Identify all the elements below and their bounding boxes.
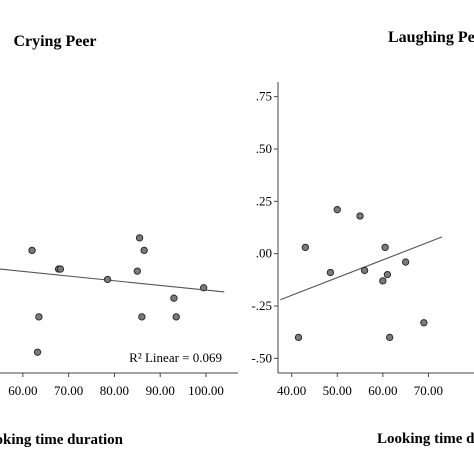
left-data-point bbox=[103, 275, 112, 284]
left-data-point bbox=[33, 348, 42, 356]
right-y-tick-label: -.50 bbox=[251, 350, 272, 365]
left-x-tick-label: 90.00 bbox=[146, 383, 175, 398]
right-data-point bbox=[360, 266, 369, 275]
right-y-tick-label: .00 bbox=[256, 246, 272, 261]
right-y-tick-label: .50 bbox=[256, 141, 272, 156]
left-plot-area bbox=[0, 234, 225, 356]
right-data-point bbox=[381, 243, 389, 252]
left-data-point bbox=[170, 294, 178, 302]
left-data-point bbox=[200, 284, 208, 292]
left-data-point bbox=[138, 313, 146, 321]
right-data-point bbox=[386, 333, 394, 342]
right-fit-line bbox=[280, 236, 443, 301]
r2-annotation: R² Linear = 0.069 bbox=[129, 350, 222, 365]
right-data-point bbox=[294, 333, 303, 342]
left-data-point bbox=[135, 234, 144, 242]
right-x-tick-label: 40.00 bbox=[277, 383, 306, 398]
right-x-tick-label: 50.00 bbox=[323, 383, 352, 398]
left-data-point bbox=[56, 265, 65, 273]
left-data-point bbox=[172, 313, 180, 321]
right-data-point bbox=[301, 243, 309, 252]
left-x-tick-label: 100.00 bbox=[188, 383, 224, 398]
right-data-point bbox=[326, 268, 335, 277]
right-data-point bbox=[401, 258, 410, 266]
right-x-ticks: 40.00 50.00 60.00 70.00 bbox=[277, 373, 443, 398]
right-y-ticks: .75 .50 .25 .00 -.25 -.50 bbox=[251, 89, 278, 365]
left-data-point bbox=[28, 246, 36, 255]
left-data-point bbox=[140, 246, 148, 255]
right-data-point bbox=[333, 206, 341, 214]
right-data-point bbox=[420, 319, 428, 327]
chart-title-laughing: Laughing Peer bbox=[388, 29, 474, 46]
left-data-point bbox=[35, 313, 43, 321]
left-x-tick-label: 80.00 bbox=[100, 383, 129, 398]
right-x-tick-label: 60.00 bbox=[368, 383, 397, 398]
panel-crying-peer: Crying Peer R² Linear = 0.069 60.00 70.00… bbox=[0, 33, 238, 448]
right-y-tick-label: .25 bbox=[256, 193, 272, 208]
chart-title-crying: Crying Peer bbox=[13, 33, 96, 50]
left-data-point bbox=[133, 267, 141, 275]
left-fit-line bbox=[0, 268, 225, 293]
x-axis-label-laughing: Looking time duration bbox=[377, 431, 474, 447]
right-data-point bbox=[379, 277, 387, 285]
right-y-tick-label: -.25 bbox=[251, 298, 272, 313]
left-x-ticks: 60.00 70.00 80.00 90.00 100.00 bbox=[8, 373, 224, 398]
right-data-point bbox=[383, 270, 392, 279]
left-x-tick-label: 60.00 bbox=[8, 383, 37, 398]
panel-laughing-peer: Laughing Peer .75 .50 .25 .00 -.25 -.50 40.00… bbox=[251, 29, 474, 447]
right-x-tick-label: 70.00 bbox=[414, 383, 443, 398]
right-data-point bbox=[356, 212, 364, 220]
x-axis-label-crying: Looking time duration bbox=[0, 432, 124, 448]
right-y-tick-label: .75 bbox=[256, 89, 272, 104]
left-x-tick-label: 70.00 bbox=[54, 383, 83, 398]
right-plot-area bbox=[280, 206, 443, 342]
